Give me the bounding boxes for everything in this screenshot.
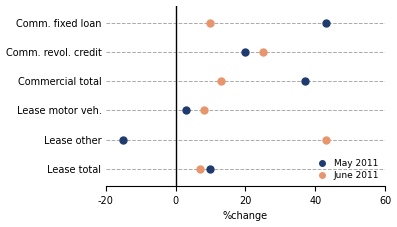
Point [218, 79, 224, 83]
X-axis label: %change: %change [223, 211, 268, 222]
Point [207, 167, 214, 170]
Point [197, 167, 203, 170]
Point [200, 109, 207, 112]
Point [323, 21, 329, 25]
Point [120, 138, 126, 141]
Point [207, 21, 214, 25]
Point [183, 109, 189, 112]
Point [323, 138, 329, 141]
Legend: May 2011, June 2011: May 2011, June 2011 [311, 157, 381, 182]
Point [260, 50, 266, 54]
Point [302, 79, 308, 83]
Point [242, 50, 249, 54]
